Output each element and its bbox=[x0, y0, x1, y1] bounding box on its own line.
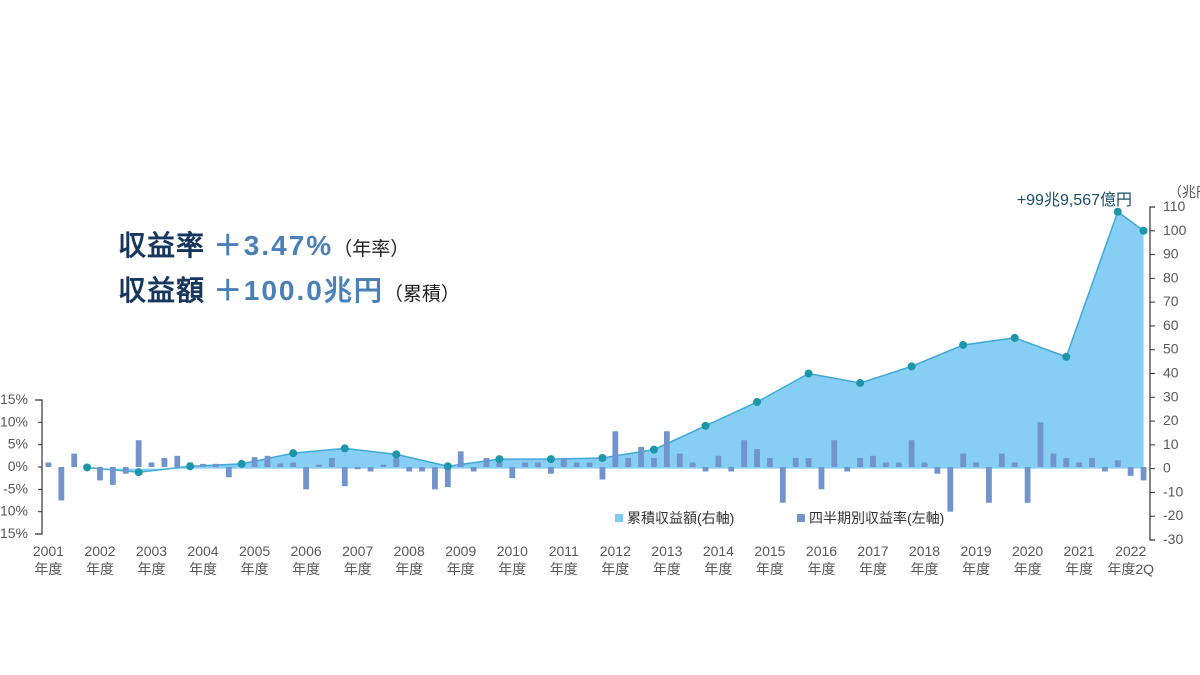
svg-text:年度: 年度 bbox=[859, 561, 887, 577]
svg-text:2010: 2010 bbox=[497, 543, 528, 559]
svg-text:-20: -20 bbox=[1163, 507, 1183, 523]
svg-text:年度: 年度 bbox=[344, 561, 372, 577]
svg-text:2013: 2013 bbox=[651, 543, 682, 559]
svg-text:2016: 2016 bbox=[806, 543, 837, 559]
svg-text:年度: 年度 bbox=[395, 561, 423, 577]
svg-text:2020: 2020 bbox=[1012, 543, 1043, 559]
svg-text:2019: 2019 bbox=[961, 543, 992, 559]
svg-text:年度: 年度 bbox=[550, 561, 578, 577]
svg-text:10: 10 bbox=[1163, 436, 1179, 452]
svg-text:-5%: -5% bbox=[3, 480, 28, 496]
svg-text:年度: 年度 bbox=[601, 561, 629, 577]
svg-text:年度: 年度 bbox=[34, 561, 62, 577]
svg-text:年度: 年度 bbox=[653, 561, 681, 577]
svg-text:2022: 2022 bbox=[1115, 543, 1146, 559]
svg-text:2004: 2004 bbox=[187, 543, 218, 559]
svg-text:年度: 年度 bbox=[498, 561, 526, 577]
svg-text:2005: 2005 bbox=[239, 543, 270, 559]
svg-text:年度: 年度 bbox=[756, 561, 784, 577]
svg-text:2021: 2021 bbox=[1064, 543, 1095, 559]
svg-text:年度: 年度 bbox=[1014, 561, 1042, 577]
svg-text:年度: 年度 bbox=[86, 561, 114, 577]
svg-text:年度2Q: 年度2Q bbox=[1107, 561, 1154, 577]
svg-text:2008: 2008 bbox=[394, 543, 425, 559]
svg-text:2007: 2007 bbox=[342, 543, 373, 559]
svg-text:110: 110 bbox=[1163, 198, 1186, 214]
svg-text:年度: 年度 bbox=[138, 561, 166, 577]
svg-text:年度: 年度 bbox=[808, 561, 836, 577]
svg-text:-10: -10 bbox=[1163, 483, 1183, 499]
svg-text:（兆円）: （兆円） bbox=[1168, 184, 1200, 200]
svg-text:2017: 2017 bbox=[857, 543, 888, 559]
svg-text:累積収益額(右軸): 累積収益額(右軸) bbox=[627, 510, 734, 526]
svg-text:2012: 2012 bbox=[600, 543, 631, 559]
svg-text:-30: -30 bbox=[1163, 531, 1183, 547]
svg-text:70: 70 bbox=[1163, 293, 1179, 309]
svg-text:0%: 0% bbox=[8, 458, 28, 474]
svg-text:2018: 2018 bbox=[909, 543, 940, 559]
svg-text:80: 80 bbox=[1163, 269, 1179, 285]
svg-text:2011: 2011 bbox=[549, 543, 579, 559]
svg-text:90: 90 bbox=[1163, 246, 1179, 262]
svg-text:50: 50 bbox=[1163, 341, 1179, 357]
svg-text:2014: 2014 bbox=[703, 543, 734, 559]
svg-text:0: 0 bbox=[1163, 460, 1171, 476]
svg-text:2015: 2015 bbox=[754, 543, 785, 559]
svg-text:2002: 2002 bbox=[84, 543, 115, 559]
svg-text:年度: 年度 bbox=[962, 561, 990, 577]
svg-text:60: 60 bbox=[1163, 317, 1179, 333]
svg-text:2006: 2006 bbox=[291, 543, 322, 559]
svg-text:40: 40 bbox=[1163, 365, 1179, 381]
svg-text:5%: 5% bbox=[8, 436, 28, 452]
svg-text:年度: 年度 bbox=[911, 561, 939, 577]
svg-text:四半期別収益率(左軸): 四半期別収益率(左軸) bbox=[809, 510, 944, 526]
svg-text:2001: 2001 bbox=[33, 543, 64, 559]
svg-text:30: 30 bbox=[1163, 388, 1179, 404]
svg-text:年度: 年度 bbox=[447, 561, 475, 577]
svg-text:-10%: -10% bbox=[0, 503, 28, 519]
svg-text:15%: 15% bbox=[0, 391, 28, 407]
svg-text:10%: 10% bbox=[0, 413, 28, 429]
svg-text:年度: 年度 bbox=[241, 561, 269, 577]
svg-text:-15%: -15% bbox=[0, 525, 28, 541]
svg-text:2003: 2003 bbox=[136, 543, 167, 559]
svg-text:年度: 年度 bbox=[292, 561, 320, 577]
svg-text:年度: 年度 bbox=[1065, 561, 1093, 577]
svg-text:+99兆9,567億円: +99兆9,567億円 bbox=[1017, 191, 1132, 209]
svg-text:年度: 年度 bbox=[189, 561, 217, 577]
svg-text:年度: 年度 bbox=[704, 561, 732, 577]
svg-text:20: 20 bbox=[1163, 412, 1179, 428]
svg-text:2009: 2009 bbox=[445, 543, 476, 559]
svg-text:100: 100 bbox=[1163, 222, 1187, 238]
